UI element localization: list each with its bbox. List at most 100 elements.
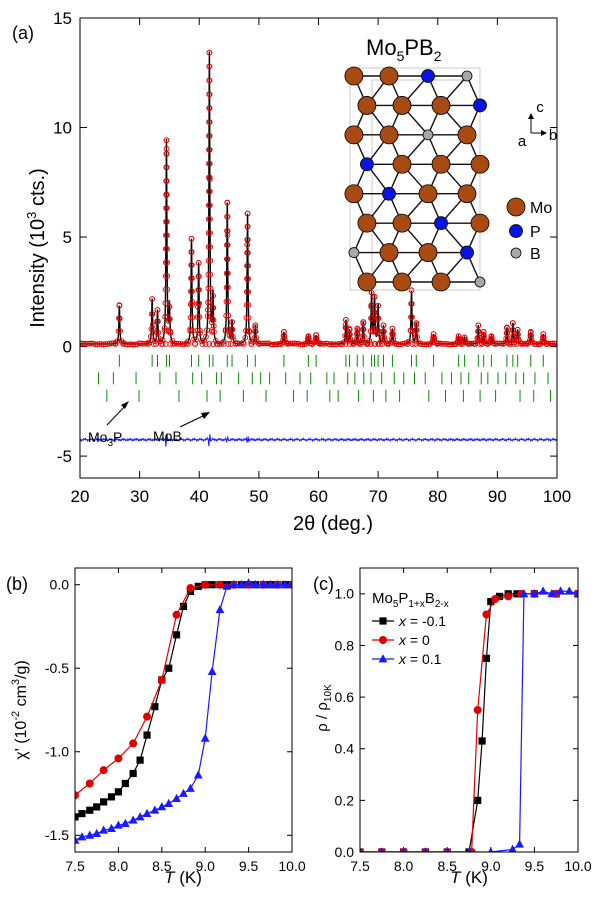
observed-point: [323, 340, 329, 347]
panel-c: (c) 0.0 0.2 0.4 0.6 0.8 1.0 7.5 8.0 8.5 9.0 9.5 10…: [313, 567, 592, 887]
observed-point: [225, 284, 231, 291]
data-point-triangle: [564, 586, 574, 595]
atom-legend: Mo P B: [506, 197, 552, 263]
x-tick-label: 90: [488, 487, 507, 506]
data-point-square: [78, 809, 86, 818]
data-point-triangle: [128, 815, 138, 824]
observed-point: [188, 249, 195, 255]
observed-point: [242, 334, 249, 341]
observed-point: [253, 334, 259, 341]
observed-point: [504, 330, 511, 336]
observed-point: [313, 335, 320, 341]
data-point-triangle: [530, 589, 539, 598]
observed-point: [346, 326, 353, 333]
data-point-triangle: [360, 847, 363, 852]
observed-point: [209, 329, 215, 335]
observed-point: [461, 334, 468, 341]
data-point-circle: [379, 636, 387, 644]
observed-point: [188, 235, 195, 242]
observed-point: [375, 302, 381, 309]
observed-point: [222, 326, 229, 333]
mo-atom: [431, 96, 451, 115]
observed-point: [164, 286, 171, 293]
mo-atom: [457, 125, 477, 145]
data-point-circle: [504, 592, 513, 601]
data-point-triangle: [92, 828, 102, 838]
observed-point: [184, 341, 191, 347]
data-point-triangle: [215, 604, 225, 614]
observed-point: [246, 328, 253, 334]
observed-point: [224, 199, 231, 206]
observed-point: [187, 327, 193, 334]
observed-point: [488, 333, 495, 340]
data-point-triangle: [75, 835, 80, 844]
x-tick-label: 8.5: [152, 858, 172, 874]
observed-point: [475, 322, 482, 329]
calculated-pattern-line: [80, 51, 557, 345]
panel-b-y-tick-labels: -1.5 -1.0 -0.5 0.0: [45, 577, 69, 844]
observed-point: [207, 202, 213, 209]
observed-point: [243, 315, 250, 321]
observed-point: [462, 336, 468, 343]
panel-c-y-tick-labels: 0.0 0.2 0.4 0.6 0.8 1.0: [335, 586, 355, 860]
observed-point: [375, 315, 382, 322]
observed-point: [145, 341, 152, 347]
observed-point: [314, 338, 320, 344]
observed-point: [317, 341, 323, 347]
observed-point: [281, 337, 288, 343]
observed-point: [547, 340, 554, 347]
observed-point: [224, 228, 231, 234]
observed-point: [224, 213, 231, 220]
x-tick-label: 7.5: [65, 858, 85, 874]
observed-point: [207, 271, 214, 278]
observed-point: [528, 337, 535, 343]
observed-point: [287, 340, 294, 347]
data-point-square: [151, 703, 159, 711]
panel-c-frame: [359, 567, 579, 853]
observed-point: [409, 341, 416, 347]
observed-point: [106, 340, 113, 347]
y-tick-label: 0.0: [50, 577, 70, 593]
observed-point: [364, 341, 371, 347]
x-tick-label: 10.0: [278, 858, 305, 874]
observed-point: [120, 341, 126, 347]
observed-point: [206, 146, 213, 153]
b-arrow-head: [541, 130, 547, 136]
observed-point: [205, 299, 211, 306]
observed-point: [114, 338, 121, 344]
data-point-triangle: [378, 654, 388, 663]
observed-point: [281, 333, 288, 339]
observed-point: [223, 298, 230, 305]
observed-point: [207, 188, 213, 195]
y-tick-label: 0.4: [335, 741, 355, 757]
observed-point: [162, 286, 169, 293]
observed-point: [194, 327, 201, 334]
observed-point: [343, 316, 349, 323]
x-tick-label: 20: [71, 487, 90, 506]
observed-point: [189, 298, 196, 305]
x-tick-label: 30: [130, 487, 149, 506]
legend-entry: x = 0: [398, 632, 430, 648]
observed-point: [305, 333, 312, 340]
data-point-triangle: [157, 802, 167, 811]
data-point-triangle: [556, 586, 565, 595]
y-tick-label: -5: [57, 447, 72, 466]
panel-a-axis-ticks: [79, 17, 558, 478]
observed-point: [187, 314, 194, 321]
series-line: [360, 590, 578, 852]
observed-point: [163, 191, 170, 198]
x-tick-label: 8.5: [437, 858, 457, 874]
observed-point: [313, 332, 319, 339]
observed-point: [205, 285, 212, 292]
y-tick-label: 0.2: [335, 792, 355, 808]
observed-point: [149, 311, 156, 317]
mo-atom: [470, 154, 490, 174]
data-point-triangle: [379, 847, 385, 852]
y-tick-label: 15: [53, 9, 72, 28]
observed-data-points: [80, 49, 557, 348]
observed-point: [358, 341, 364, 347]
series-line: [75, 584, 292, 818]
mo-atom-icon: [506, 197, 526, 217]
observed-point: [269, 341, 276, 348]
observed-point: [204, 313, 211, 320]
